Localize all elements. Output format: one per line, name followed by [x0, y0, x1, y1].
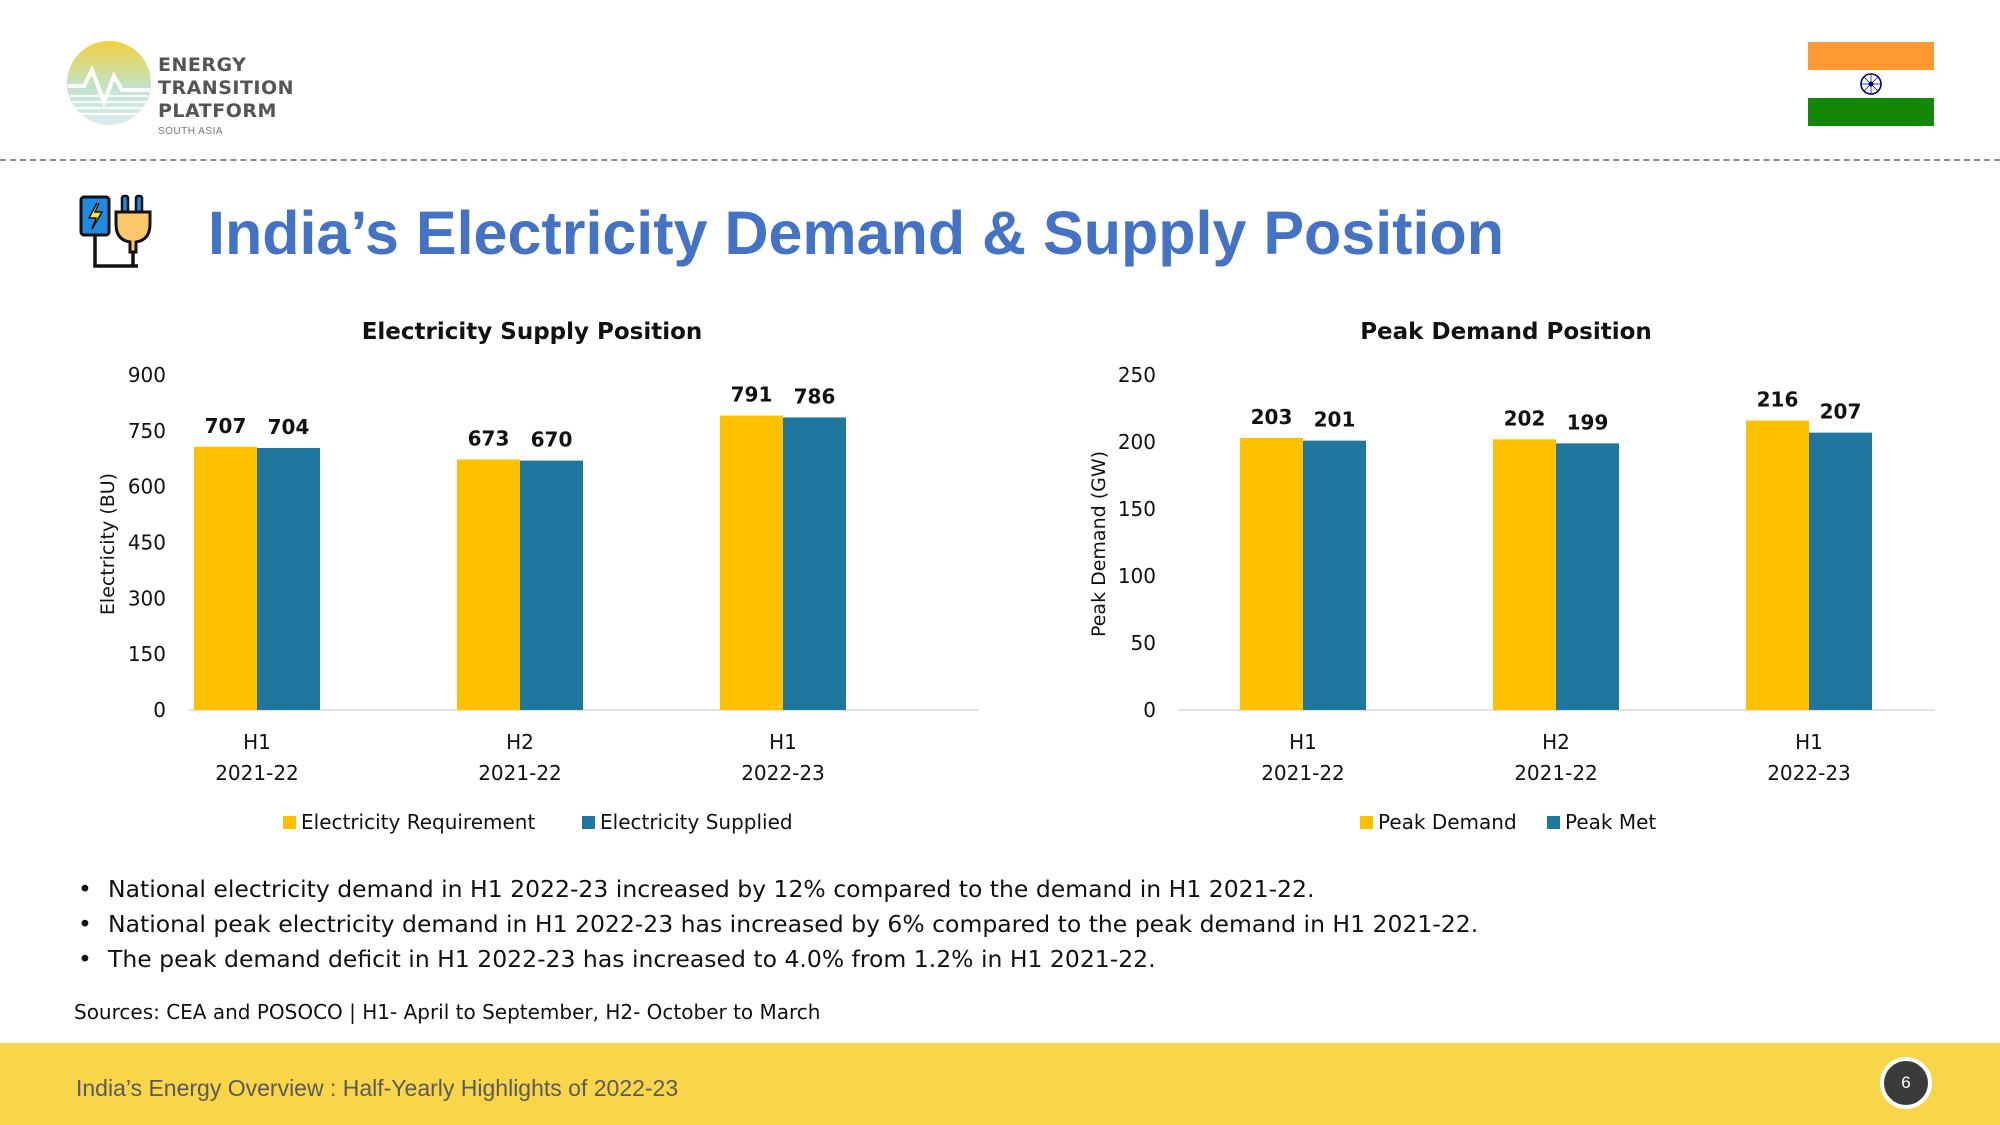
header-divider — [0, 159, 2000, 161]
y-tick-label: 150 — [1118, 497, 1156, 521]
y-tick-label: 200 — [1118, 430, 1156, 454]
y-tick-label: 900 — [128, 363, 166, 387]
y-tick-label: 0 — [1143, 698, 1156, 722]
data-label: 203 — [1251, 405, 1293, 429]
bullet-text: National peak electricity demand in H1 2… — [108, 910, 1479, 938]
legend-swatch — [283, 816, 296, 829]
x-tick-label: 2021-22 — [215, 761, 299, 785]
sources-note: Sources: CEA and POSOCO | H1- April to S… — [74, 1000, 821, 1024]
x-tick-label: 2021-22 — [1261, 761, 1345, 785]
bar-peak-demand — [1240, 437, 1303, 710]
bar-peak-demand — [1746, 420, 1809, 710]
bar-peak-met — [1809, 432, 1872, 710]
chart-title: Electricity Supply Position — [362, 319, 703, 345]
data-label: 786 — [794, 384, 836, 408]
data-label: 207 — [1820, 400, 1862, 424]
y-tick-label: 150 — [128, 642, 166, 666]
data-label: 199 — [1567, 410, 1609, 434]
footer-text: India’s Energy Overview : Half-Yearly Hi… — [76, 1075, 679, 1101]
y-tick-label: 450 — [128, 531, 166, 555]
legend-label: Electricity Supplied — [600, 810, 793, 834]
bar-electricity-requirement — [720, 415, 783, 710]
x-tick-label: H1 — [1289, 730, 1317, 754]
key-insights-list: • National electricity demand in H1 2022-… — [74, 872, 1478, 977]
data-label: 707 — [205, 414, 247, 438]
legend-label: Peak Demand — [1378, 810, 1517, 834]
bar-electricity-requirement — [194, 446, 257, 710]
legend-swatch — [1360, 816, 1373, 829]
chart-title: Peak Demand Position — [1360, 319, 1652, 345]
data-label: 673 — [468, 426, 510, 450]
y-tick-label: 100 — [1118, 564, 1156, 588]
logo: ENERGY TRANSITION PLATFORM SOUTH ASIA — [66, 38, 346, 137]
y-tick-label: 250 — [1118, 363, 1156, 387]
data-label: 704 — [268, 415, 310, 439]
data-label: 202 — [1504, 406, 1546, 430]
bullet-text: The peak demand deficit in H1 2022-23 ha… — [108, 945, 1156, 973]
chart-electricity-supply: Electricity Supply Position Electricity … — [80, 300, 1000, 850]
data-label: 791 — [731, 383, 773, 407]
y-tick-label: 750 — [128, 419, 166, 443]
page-title: India’s Electricity Demand & Supply Posi… — [208, 199, 1504, 267]
data-label: 216 — [1757, 388, 1799, 412]
y-tick-label: 600 — [128, 475, 166, 499]
logo-line-3: SOUTH ASIA — [158, 126, 224, 137]
y-tick-label: 300 — [128, 586, 166, 610]
legend-label: Electricity Requirement — [301, 810, 535, 834]
list-item: • National peak electricity demand in H1 … — [74, 907, 1478, 942]
x-tick-label: H1 — [1795, 730, 1823, 754]
bullet-text: National electricity demand in H1 2022-2… — [108, 875, 1315, 903]
logo-line-2: PLATFORM — [158, 100, 277, 122]
bar-peak-met — [1556, 443, 1619, 710]
bar-peak-demand — [1493, 439, 1556, 710]
chart-peak-demand: Peak Demand Position Peak Demand (GW) 0 5… — [1070, 300, 1970, 850]
bullet-symbol: • — [78, 875, 92, 903]
y-tick-label: 0 — [153, 698, 166, 722]
y-axis-label: Electricity (BU) — [97, 473, 119, 615]
x-tick-label: H2 — [506, 730, 534, 754]
india-flag-icon — [1808, 42, 1934, 126]
footer-bar: India’s Energy Overview : Half-Yearly Hi… — [0, 1043, 2000, 1125]
x-tick-label: H2 — [1542, 730, 1570, 754]
logo-line-1: ENERGY TRANSITION — [158, 54, 295, 99]
legend-label: Peak Met — [1565, 810, 1656, 834]
x-tick-label: H1 — [243, 730, 271, 754]
y-tick-label: 50 — [1131, 631, 1156, 655]
list-item: • National electricity demand in H1 2022-… — [74, 872, 1478, 907]
plug-charging-icon — [79, 194, 152, 268]
bar-electricity-supplied — [783, 417, 846, 710]
x-tick-label: 2022-23 — [1767, 761, 1851, 785]
logo-wave-icon — [67, 41, 151, 125]
data-label: 670 — [531, 428, 573, 452]
page-number-badge: 6 — [1880, 1057, 1932, 1109]
data-label: 201 — [1314, 408, 1356, 432]
bullet-symbol: • — [78, 910, 92, 938]
bar-electricity-requirement — [457, 459, 520, 710]
bar-electricity-supplied — [257, 447, 320, 710]
bullet-symbol: • — [78, 945, 92, 973]
x-tick-label: 2021-22 — [1514, 761, 1598, 785]
x-tick-label: 2021-22 — [478, 761, 562, 785]
legend-swatch — [582, 816, 595, 829]
x-tick-label: 2022-23 — [741, 761, 825, 785]
y-axis-label: Peak Demand (GW) — [1088, 451, 1110, 637]
x-tick-label: H1 — [769, 730, 797, 754]
bar-electricity-supplied — [520, 460, 583, 710]
list-item: • The peak demand deficit in H1 2022-23 h… — [74, 942, 1478, 977]
bar-peak-met — [1303, 440, 1366, 710]
legend-swatch — [1547, 816, 1560, 829]
